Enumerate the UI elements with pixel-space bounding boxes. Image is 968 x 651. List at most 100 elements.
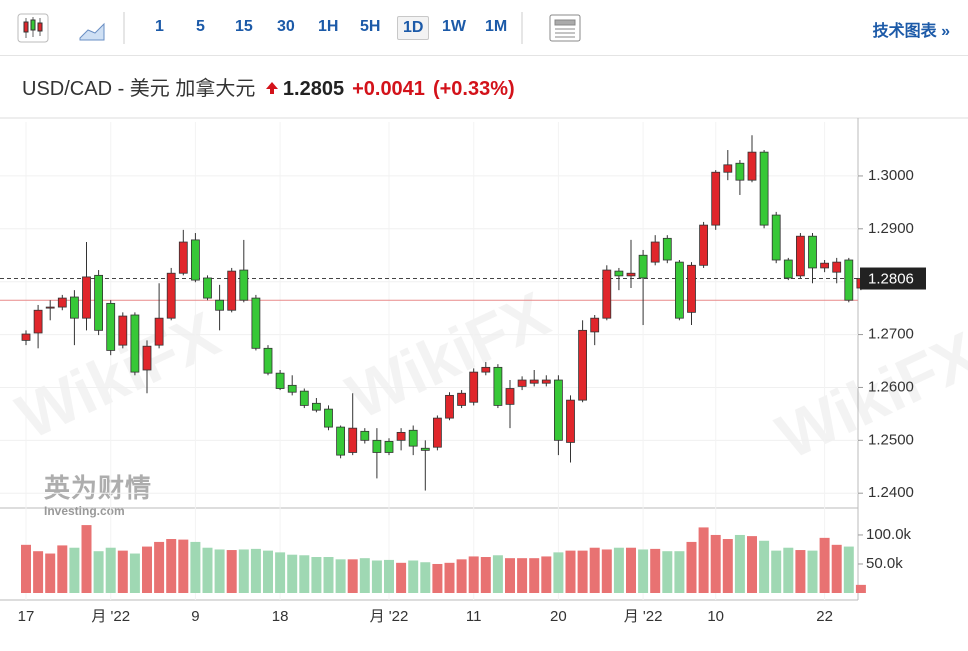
volume-bar <box>81 525 92 593</box>
interval-button[interactable]: 15 <box>235 18 253 35</box>
volume-bar <box>505 558 515 593</box>
candle-body <box>602 269 612 319</box>
volume-bar <box>601 549 612 593</box>
candle-body <box>759 151 769 226</box>
candle-body <box>70 296 79 319</box>
volume-bar <box>529 558 540 593</box>
candle-body <box>45 306 55 309</box>
toolbar-icons <box>17 12 581 44</box>
interval-button[interactable]: 1 <box>155 18 164 35</box>
candle-body <box>227 270 237 311</box>
volume-bar <box>33 551 44 593</box>
candle-body <box>408 429 418 447</box>
candle-body <box>336 426 346 456</box>
candle-icon[interactable] <box>17 13 49 43</box>
candle-body <box>844 259 854 301</box>
x-tick-label: 20 <box>550 608 567 625</box>
volume-bar <box>117 550 128 593</box>
interval-button[interactable]: 1M <box>485 18 508 35</box>
interval-button[interactable]: 1W <box>442 18 466 35</box>
volume-bar <box>492 555 503 593</box>
y-tick-label: 1.3000 <box>868 167 914 184</box>
volume-tick-label: 100.0k <box>866 526 912 543</box>
area-icon[interactable] <box>79 22 105 41</box>
volume-bar <box>626 547 636 593</box>
candle-body <box>626 272 636 277</box>
candle-body <box>311 402 321 411</box>
candle-body <box>432 417 442 448</box>
candle-body <box>348 427 358 453</box>
x-tick-label: 9 <box>191 608 199 625</box>
volume-bar <box>154 541 165 593</box>
candle-body <box>142 345 152 371</box>
volume-bar <box>589 547 600 593</box>
volume-bar <box>432 563 443 593</box>
volume-bar <box>190 541 201 593</box>
candle-body <box>856 278 866 289</box>
interval-button[interactable]: 1D <box>397 16 430 40</box>
volume-bar <box>299 555 310 593</box>
candle-body <box>215 299 225 311</box>
x-tick-label: 10 <box>707 608 724 625</box>
last-price-badge <box>860 267 926 290</box>
volume-bar <box>263 550 273 593</box>
volume-bar <box>238 549 249 593</box>
volume-bar <box>759 540 770 593</box>
x-tick-label: 月 '22 <box>91 608 130 625</box>
volume-bar <box>311 557 322 593</box>
change: +0.0041 <box>352 78 425 100</box>
volume-bar <box>831 544 842 593</box>
candle-body <box>130 314 140 373</box>
x-tick-label: 18 <box>272 608 289 625</box>
volume-bar <box>323 557 334 593</box>
candle-body <box>299 390 309 406</box>
interval-button[interactable]: 1H <box>318 18 339 35</box>
price: 1.2805 <box>282 78 345 100</box>
volume-bar <box>710 534 721 593</box>
volume-bar <box>565 550 576 593</box>
candle-body <box>554 379 563 441</box>
candle-body <box>650 241 660 263</box>
volume-bar <box>335 559 346 593</box>
interval-button[interactable]: 5H <box>360 18 381 35</box>
watermark-logo: 英为财情 <box>44 473 152 503</box>
candle-body <box>33 309 43 334</box>
watermark: WikiFX <box>336 278 560 433</box>
candle-body <box>771 214 781 261</box>
volume-bar <box>807 550 818 593</box>
volume-bar <box>734 534 745 593</box>
quote-header: USD/CAD - 美元 加拿大元 1.2805 +0.0041 (+0.33%) <box>22 72 515 101</box>
volume-bar <box>57 545 68 593</box>
volume-tick-label: 50.0k <box>866 555 903 572</box>
technical-chart-link[interactable]: 技术图表 » <box>872 23 950 40</box>
volume-bar <box>287 554 298 593</box>
candle-body <box>372 439 382 453</box>
candle-body <box>445 394 454 419</box>
candle-body <box>154 317 164 346</box>
news-icon[interactable] <box>549 14 581 42</box>
volume-bar <box>202 547 213 593</box>
candle-body <box>699 224 708 266</box>
volume-bar <box>698 527 709 593</box>
candle-body <box>481 366 491 373</box>
interval-button[interactable]: 30 <box>277 18 295 35</box>
interval-button[interactable]: 5 <box>196 18 205 35</box>
volume-bar <box>638 549 649 593</box>
volume-bar <box>662 551 673 593</box>
volume-bar <box>166 539 177 593</box>
volume-bar <box>396 562 407 593</box>
volume-bar <box>613 547 624 593</box>
volume-bar <box>819 537 830 593</box>
candle-body <box>493 366 503 406</box>
watermark: WikiFX <box>6 298 230 453</box>
volume-bar <box>129 553 140 593</box>
candle-body <box>384 440 394 453</box>
x-tick-label: 22 <box>816 608 833 625</box>
candle-body <box>505 388 515 405</box>
candle-body <box>420 447 430 451</box>
candle-body <box>57 297 67 308</box>
candle-body <box>118 315 128 346</box>
volume-bar <box>480 557 491 593</box>
candle-body <box>82 276 91 319</box>
candle-body <box>287 384 297 393</box>
